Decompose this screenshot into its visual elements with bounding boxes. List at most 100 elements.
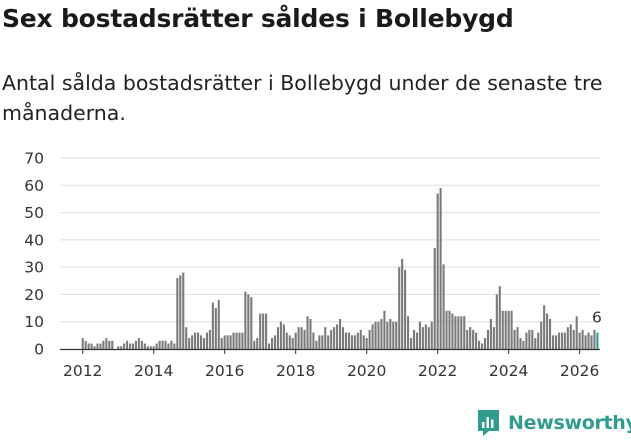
bar xyxy=(356,332,359,349)
bar xyxy=(380,318,383,349)
bar xyxy=(540,321,543,349)
bar xyxy=(128,343,132,349)
bar xyxy=(297,327,300,349)
bar xyxy=(170,340,173,349)
bar xyxy=(430,321,433,349)
bar xyxy=(241,332,244,349)
bar xyxy=(303,329,306,349)
bar xyxy=(111,340,114,349)
bar xyxy=(401,258,404,349)
bar xyxy=(194,332,197,349)
bar xyxy=(102,340,105,349)
bar xyxy=(315,340,318,349)
page-subtitle: Antal sålda bostadsrätter i Bollebygd un… xyxy=(2,71,603,125)
bar xyxy=(409,338,413,349)
bar xyxy=(152,346,155,349)
bar xyxy=(483,338,487,349)
bar xyxy=(84,340,87,349)
bar xyxy=(226,335,229,349)
bar xyxy=(480,343,484,349)
bar xyxy=(344,332,348,349)
bar xyxy=(265,313,268,349)
x-tick-label: 2022 xyxy=(418,362,457,380)
bar xyxy=(593,329,596,349)
bar xyxy=(339,318,342,349)
y-tick-label: 40 xyxy=(24,231,44,249)
bar xyxy=(371,324,374,349)
newsworthy-logo-icon xyxy=(478,410,499,436)
bar xyxy=(309,318,312,349)
bar xyxy=(318,335,321,349)
bar xyxy=(560,332,563,349)
bar xyxy=(374,321,377,349)
bar xyxy=(223,335,226,349)
bar xyxy=(353,335,356,349)
bar xyxy=(519,338,522,349)
bar xyxy=(143,343,146,349)
bar xyxy=(534,338,537,349)
bar xyxy=(93,346,96,349)
bar xyxy=(451,313,454,349)
bar xyxy=(294,332,297,349)
bar xyxy=(445,310,448,349)
y-tick-label: 50 xyxy=(24,204,44,222)
x-tick-label: 2024 xyxy=(489,362,528,380)
bar xyxy=(300,327,303,349)
bar xyxy=(232,332,235,349)
bar xyxy=(285,332,288,349)
bar xyxy=(327,335,330,349)
bar xyxy=(469,327,472,349)
bar xyxy=(270,338,274,349)
bar xyxy=(460,316,463,349)
bar xyxy=(137,338,140,349)
bar xyxy=(347,332,350,349)
bar xyxy=(176,278,179,349)
bar xyxy=(368,329,371,349)
bar xyxy=(146,346,149,349)
bar xyxy=(155,343,158,349)
bar xyxy=(412,329,416,349)
bar xyxy=(108,340,111,349)
bar xyxy=(247,294,250,349)
page-title: Sex bostadsrätter såldes i Bollebygd xyxy=(2,4,514,33)
bar xyxy=(182,272,185,349)
x-tick-label: 2020 xyxy=(347,362,386,380)
bar xyxy=(273,335,277,349)
bar xyxy=(229,335,232,349)
x-tick-label: 2012 xyxy=(63,362,102,380)
brand: Newsworthy xyxy=(476,406,631,440)
bar xyxy=(572,329,575,349)
bar xyxy=(472,329,475,349)
bar xyxy=(507,310,510,349)
bar xyxy=(504,310,507,349)
bar xyxy=(256,338,259,349)
bar xyxy=(457,316,460,349)
bar xyxy=(522,340,525,349)
bar xyxy=(179,275,182,349)
bar xyxy=(549,318,552,349)
bar xyxy=(120,346,123,349)
bar xyxy=(105,338,108,349)
bar xyxy=(424,324,427,349)
bar xyxy=(587,332,590,349)
bar xyxy=(383,310,386,349)
x-tick-label: 2026 xyxy=(560,362,599,380)
bar xyxy=(167,343,170,349)
bar xyxy=(291,338,294,349)
bar xyxy=(81,338,84,349)
bar xyxy=(510,310,513,349)
bar xyxy=(158,340,161,349)
y-tick-label: 0 xyxy=(34,341,44,359)
bar xyxy=(569,324,572,349)
bar xyxy=(575,316,578,349)
bar xyxy=(407,316,410,349)
bar xyxy=(250,297,253,349)
bar xyxy=(185,327,188,349)
bar xyxy=(395,321,398,349)
bar xyxy=(421,327,424,349)
bar xyxy=(439,188,442,349)
bar xyxy=(454,316,457,349)
bar xyxy=(197,332,200,349)
bar xyxy=(131,343,135,349)
bar xyxy=(581,329,584,349)
